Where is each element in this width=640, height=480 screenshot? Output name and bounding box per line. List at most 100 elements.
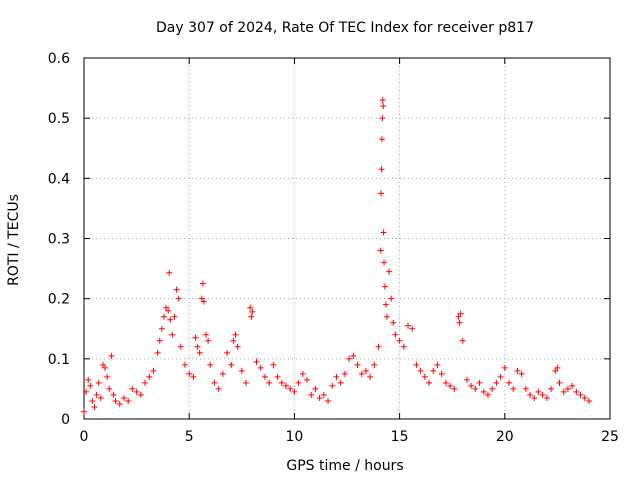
y-axis-label: ROTI / TECUs [6, 194, 22, 286]
roti-point [573, 388, 580, 395]
roti-point [163, 304, 170, 311]
roti-point [295, 379, 302, 386]
roti-point [386, 268, 393, 275]
roti-point [266, 379, 273, 386]
y-tick-label: 0.6 [48, 51, 70, 67]
roti-point [388, 295, 395, 302]
roti-point [480, 388, 487, 395]
roti-point [554, 364, 561, 371]
roti-point [120, 394, 127, 401]
roti-point [205, 337, 212, 344]
roti-point [456, 319, 463, 326]
roti-point [564, 385, 571, 392]
x-tick-label: 0 [80, 429, 89, 445]
roti-point [455, 313, 462, 320]
x-tick-label: 25 [601, 429, 619, 445]
roti-point [85, 376, 92, 383]
roti-point [146, 373, 153, 380]
roti-point [378, 166, 385, 173]
roti-point [381, 283, 388, 290]
roti-point [543, 394, 550, 401]
roti-point [493, 379, 500, 386]
roti-point [382, 301, 389, 308]
roti-point [527, 391, 534, 398]
roti-point [539, 391, 546, 398]
roti-point [173, 286, 180, 293]
roti-point [287, 385, 294, 392]
roti-point [253, 358, 260, 365]
roti-point [270, 361, 277, 368]
axis-ticks [83, 57, 611, 420]
roti-point [392, 331, 399, 338]
roti-point [472, 385, 479, 392]
roti-point [102, 364, 109, 371]
roti-point [320, 391, 327, 398]
roti-point [282, 382, 289, 389]
roti-point [379, 97, 386, 104]
roti-point [375, 343, 382, 350]
roti-point [228, 361, 235, 368]
roti-point [346, 355, 353, 362]
roti-point [175, 295, 182, 302]
roti-point [166, 269, 173, 276]
roti-point [194, 343, 201, 350]
roti-point [83, 388, 90, 395]
roti-point [248, 313, 255, 320]
y-tick-label: 0.1 [48, 352, 70, 368]
y-tick-label: 0.5 [48, 111, 70, 127]
roti-point [257, 364, 264, 371]
roti-point [552, 367, 559, 374]
roti-point [329, 382, 336, 389]
roti-point [203, 331, 210, 338]
roti-point [81, 408, 87, 415]
roti-point [238, 367, 245, 374]
roti-point [430, 367, 437, 374]
roti-point [171, 313, 178, 320]
roti-point [234, 343, 241, 350]
roti-point [200, 298, 207, 305]
roti-point [400, 343, 407, 350]
roti-point [219, 370, 226, 377]
roti-point [405, 322, 412, 329]
roti-point [451, 385, 458, 392]
roti-point [577, 391, 584, 398]
roti-point [457, 310, 464, 317]
roti-point [325, 397, 332, 404]
roti-point [243, 379, 250, 386]
roti-point [192, 334, 199, 341]
y-tick-label: 0 [61, 412, 70, 428]
roti-point [106, 385, 113, 392]
roti-point [158, 325, 165, 332]
roti-point [304, 376, 311, 383]
chart-title: Day 307 of 2024, Rate Of TEC Index for r… [156, 20, 534, 36]
roti-point [154, 349, 161, 356]
roti-point [199, 280, 206, 287]
roti-point [316, 394, 323, 401]
roti-point [125, 397, 132, 404]
roti-point [224, 349, 231, 356]
roti-point [378, 136, 385, 143]
roti-point [165, 307, 172, 314]
roti-point [409, 325, 416, 332]
roti-point [484, 391, 491, 398]
y-tick-labels: 0 0.1 0.2 0.3 0.4 0.5 0.6 [48, 51, 70, 428]
roti-point [230, 337, 237, 344]
roti-point [489, 385, 496, 392]
x-tick-labels: 0 5 10 15 20 25 [80, 429, 619, 445]
roti-point [501, 364, 508, 371]
roti-point [91, 403, 98, 410]
roti-point [463, 376, 470, 383]
roti-point [396, 337, 403, 344]
plot-frame [83, 57, 611, 420]
roti-point [299, 370, 306, 377]
roti-point [167, 316, 174, 323]
roti-point [569, 382, 576, 389]
roti-point [160, 313, 167, 320]
roti-point [249, 308, 256, 315]
roti-point [367, 373, 374, 380]
x-tick-label: 5 [185, 429, 194, 445]
roti-point [169, 331, 176, 338]
roti-point [150, 367, 157, 374]
roti-point [133, 388, 140, 395]
